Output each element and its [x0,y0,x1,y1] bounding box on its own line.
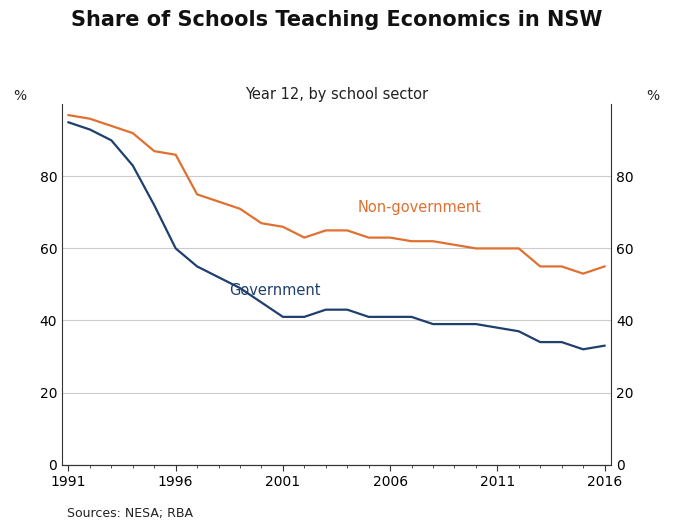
Text: Share of Schools Teaching Economics in NSW: Share of Schools Teaching Economics in N… [71,10,602,30]
Text: Non-government: Non-government [358,201,482,215]
Text: Sources: NESA; RBA: Sources: NESA; RBA [67,507,193,520]
Text: %: % [13,89,26,103]
Title: Year 12, by school sector: Year 12, by school sector [245,87,428,102]
Text: Government: Government [229,284,321,298]
Text: %: % [647,89,660,103]
